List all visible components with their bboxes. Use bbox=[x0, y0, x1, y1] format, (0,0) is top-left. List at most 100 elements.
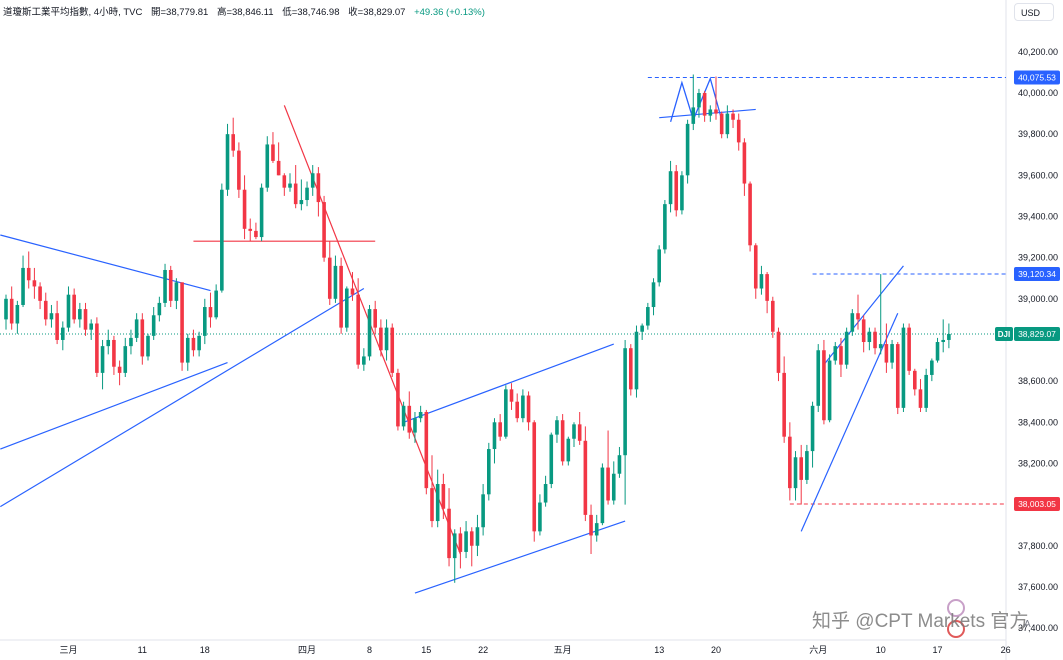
candle[interactable] bbox=[83, 302, 88, 336]
candle[interactable] bbox=[362, 348, 366, 371]
candle[interactable] bbox=[100, 339, 105, 390]
candle[interactable] bbox=[112, 335, 116, 375]
candle[interactable] bbox=[572, 422, 576, 447]
candle[interactable] bbox=[384, 319, 389, 361]
candle[interactable] bbox=[345, 286, 349, 332]
candle[interactable] bbox=[771, 296, 775, 338]
candle[interactable] bbox=[577, 411, 582, 445]
candle[interactable] bbox=[180, 282, 184, 371]
candle[interactable] bbox=[430, 455, 434, 528]
candle[interactable] bbox=[634, 325, 639, 398]
candle[interactable] bbox=[930, 358, 934, 382]
candle[interactable] bbox=[481, 484, 485, 536]
candle[interactable] bbox=[651, 278, 656, 316]
candle[interactable] bbox=[157, 296, 162, 322]
candle[interactable] bbox=[248, 218, 253, 242]
candle[interactable] bbox=[663, 200, 667, 254]
time-axis[interactable]: 三月 11 18 四月 8 15 22 五月 13 20 六月 10 17 26 bbox=[59, 644, 1010, 655]
candle[interactable] bbox=[242, 175, 247, 240]
candle[interactable] bbox=[827, 354, 832, 423]
candle[interactable] bbox=[441, 473, 446, 520]
candle[interactable] bbox=[657, 245, 661, 287]
candle[interactable] bbox=[203, 298, 207, 345]
candle[interactable] bbox=[702, 90, 707, 122]
candle[interactable] bbox=[810, 401, 815, 468]
candle[interactable] bbox=[401, 401, 406, 431]
candle[interactable] bbox=[526, 391, 531, 431]
candle[interactable] bbox=[509, 383, 514, 410]
candle[interactable] bbox=[873, 327, 877, 355]
candle[interactable] bbox=[731, 109, 735, 128]
candle[interactable] bbox=[475, 514, 480, 557]
candle[interactable] bbox=[168, 265, 173, 308]
trendline-lower-support-left[interactable] bbox=[0, 362, 228, 450]
candle[interactable] bbox=[333, 255, 338, 303]
candle[interactable] bbox=[95, 317, 99, 378]
candle[interactable] bbox=[305, 181, 309, 207]
candle[interactable] bbox=[123, 337, 128, 378]
candle[interactable] bbox=[850, 309, 855, 336]
candle[interactable] bbox=[117, 360, 122, 386]
candle[interactable] bbox=[498, 414, 502, 441]
candle[interactable] bbox=[890, 339, 894, 369]
trendline-descending-resistance-left[interactable] bbox=[0, 234, 211, 292]
candle[interactable] bbox=[782, 356, 786, 443]
candle[interactable] bbox=[793, 451, 798, 501]
candle[interactable] bbox=[680, 171, 684, 215]
candle[interactable] bbox=[856, 294, 860, 330]
auto-scale-button[interactable]: A bbox=[1024, 619, 1031, 630]
candle[interactable] bbox=[504, 385, 508, 439]
candle[interactable] bbox=[941, 319, 945, 353]
candle[interactable] bbox=[492, 418, 497, 464]
candle[interactable] bbox=[129, 329, 133, 355]
candle[interactable] bbox=[288, 173, 292, 192]
candle[interactable] bbox=[350, 272, 355, 301]
candle[interactable] bbox=[424, 409, 429, 495]
candle[interactable] bbox=[458, 527, 463, 569]
candle[interactable] bbox=[367, 304, 372, 361]
candle[interactable] bbox=[566, 436, 571, 466]
candle[interactable] bbox=[685, 119, 690, 184]
candle[interactable] bbox=[907, 323, 911, 375]
candle[interactable] bbox=[299, 179, 304, 211]
candle[interactable] bbox=[935, 337, 940, 363]
trendline-rising-support-left[interactable] bbox=[0, 287, 365, 508]
candle[interactable] bbox=[765, 272, 769, 314]
trendline-upper-channel-mid[interactable] bbox=[403, 343, 614, 423]
candle[interactable] bbox=[606, 430, 610, 505]
candle[interactable] bbox=[435, 469, 440, 528]
candle[interactable] bbox=[583, 426, 588, 522]
candle[interactable] bbox=[878, 274, 883, 355]
candle[interactable] bbox=[719, 111, 724, 139]
candle[interactable] bbox=[197, 331, 201, 357]
candle[interactable] bbox=[259, 183, 264, 242]
candle[interactable] bbox=[282, 173, 287, 196]
candle[interactable] bbox=[538, 494, 542, 536]
candle[interactable] bbox=[884, 323, 889, 373]
candle[interactable] bbox=[310, 165, 315, 196]
candle[interactable] bbox=[646, 302, 650, 330]
candle[interactable] bbox=[4, 294, 8, 330]
candle[interactable] bbox=[844, 327, 849, 369]
candle[interactable] bbox=[191, 329, 196, 357]
candle[interactable] bbox=[339, 257, 343, 334]
candle[interactable] bbox=[55, 300, 59, 345]
candle[interactable] bbox=[816, 344, 821, 412]
candle[interactable] bbox=[276, 142, 281, 176]
trendline-red-descending[interactable] bbox=[283, 105, 461, 555]
candle[interactable] bbox=[43, 292, 48, 326]
candle[interactable] bbox=[134, 313, 139, 343]
candle[interactable] bbox=[356, 278, 360, 369]
candle[interactable] bbox=[316, 167, 321, 217]
candle[interactable] bbox=[254, 222, 258, 240]
candle[interactable] bbox=[947, 323, 951, 349]
candle[interactable] bbox=[736, 113, 741, 151]
candle[interactable] bbox=[379, 319, 383, 357]
candle[interactable] bbox=[396, 368, 400, 431]
candle[interactable] bbox=[327, 241, 332, 305]
candle[interactable] bbox=[390, 323, 395, 378]
candle[interactable] bbox=[26, 251, 31, 289]
candle[interactable] bbox=[600, 463, 605, 526]
candle[interactable] bbox=[549, 432, 554, 489]
